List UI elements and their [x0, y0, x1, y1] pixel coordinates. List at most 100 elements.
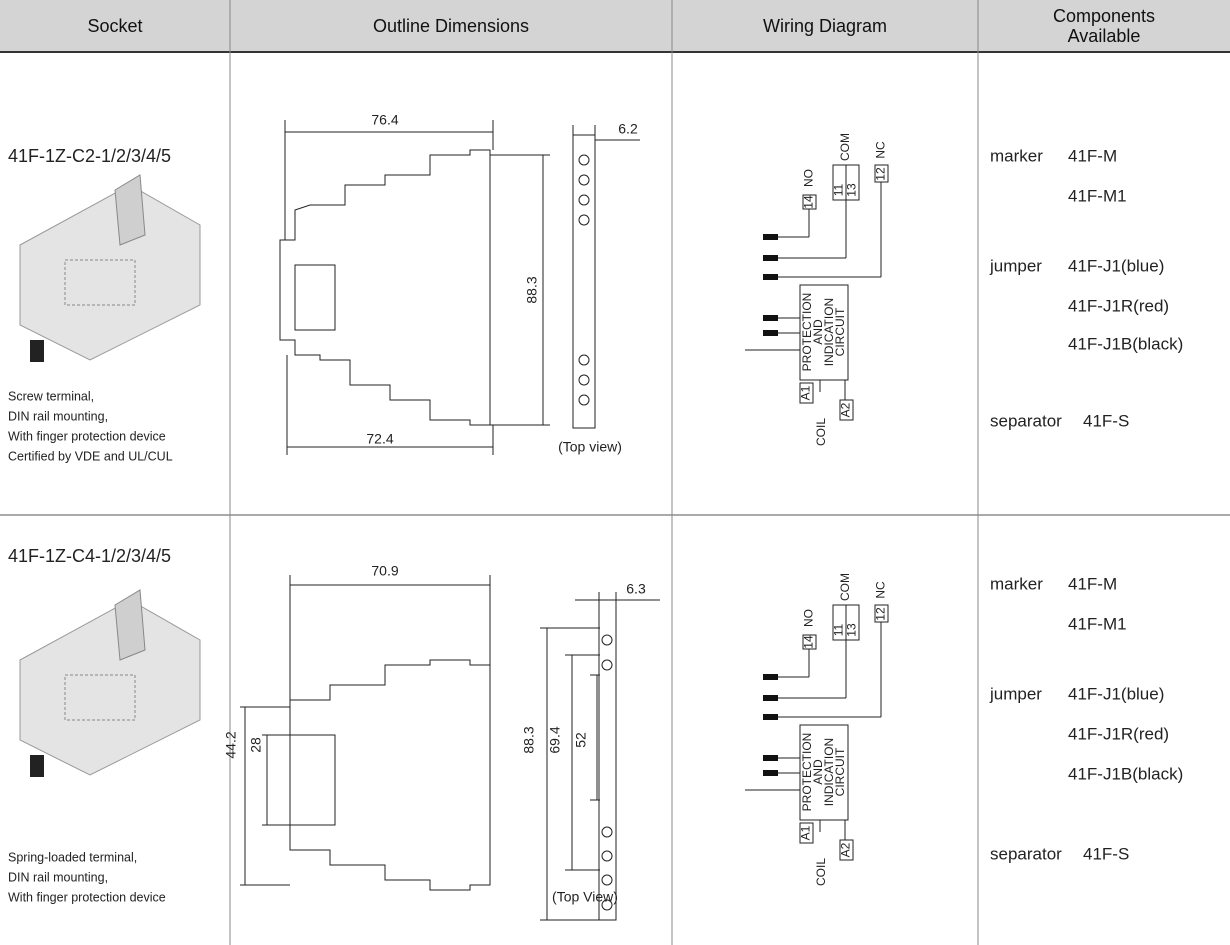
wl-text: 12: [874, 607, 888, 621]
comp-text: marker: [990, 146, 1043, 165]
screw: [578, 174, 590, 186]
desc-text: Screw terminal,: [8, 389, 94, 403]
comp-text: separator: [990, 844, 1062, 863]
wl-text: PROTECTION: [800, 733, 814, 812]
comp-text: 41F-M: [1068, 146, 1117, 165]
outline-body: [279, 149, 491, 426]
socket-photo: [114, 589, 146, 661]
dim-text: 70.9: [371, 563, 398, 579]
comp-text: 41F-M1: [1068, 614, 1127, 633]
wire-end: [763, 315, 778, 321]
comp-text: jumper: [989, 256, 1042, 275]
wire-end: [763, 695, 778, 701]
dim-text: 72.4: [366, 431, 393, 447]
comp-text: 41F-M: [1068, 574, 1117, 593]
screw: [578, 374, 590, 386]
dim-text: 6.2: [618, 121, 638, 137]
wl-text: COM: [838, 573, 852, 601]
header-cell: Outline Dimensions: [373, 16, 529, 36]
comp-text: jumper: [989, 684, 1042, 703]
wl-text: AND: [811, 319, 825, 345]
dim-text: 28: [248, 737, 264, 753]
dim-text: 6.3: [626, 581, 646, 597]
wl-text: CIRCUIT: [833, 307, 847, 356]
wl-text: A1: [799, 385, 813, 400]
socket-photo: [19, 184, 201, 361]
header-cell: Available: [1068, 26, 1141, 46]
drawing-box: [839, 399, 854, 421]
wl-text: 12: [874, 167, 888, 181]
socket-photo: [64, 674, 136, 721]
drawing-box: [845, 604, 860, 641]
wl-text: INDICATION: [822, 738, 836, 806]
comp-text: 41F-S: [1083, 411, 1129, 430]
wire-end: [763, 330, 778, 336]
desc-text: Certified by VDE and UL/CUL: [8, 449, 173, 463]
wl-text: COM: [838, 133, 852, 161]
comp-text: 41F-J1(blue): [1068, 256, 1164, 275]
outline-body: [289, 659, 491, 891]
comp-text: 41F-M1: [1068, 186, 1127, 205]
wl-text: INDICATION: [822, 298, 836, 366]
socket-photo: [114, 174, 146, 246]
wire-end: [763, 755, 778, 761]
wl-text: 13: [845, 623, 859, 637]
comp-text: 41F-J1B(black): [1068, 764, 1183, 783]
comp-text: 41F-J1R(red): [1068, 296, 1169, 315]
dim-text: (Top View): [552, 889, 618, 905]
header-bg: [0, 0, 1230, 52]
screw: [601, 850, 613, 862]
dim-text: 88.3: [524, 276, 540, 303]
wire-end: [763, 274, 778, 280]
desc-text: DIN rail mounting,: [8, 409, 108, 423]
screw: [601, 634, 613, 646]
desc-text: With finger protection device: [8, 429, 166, 443]
drawing-box: [598, 599, 617, 921]
drawing-box: [839, 839, 854, 861]
dim-text: 52: [573, 732, 589, 748]
wl-text: NC: [874, 581, 888, 599]
dim-text: 88.3: [521, 726, 537, 753]
socket-photo: [30, 755, 44, 777]
comp-text: 41F-S: [1083, 844, 1129, 863]
socket-photo: [30, 340, 44, 362]
drawing-box: [572, 134, 596, 429]
drawing-box: [845, 164, 860, 201]
header-cell: Wiring Diagram: [763, 16, 887, 36]
comp-text: 41F-J1R(red): [1068, 724, 1169, 743]
comp-text: 41F-J1(blue): [1068, 684, 1164, 703]
wire-end: [763, 255, 778, 261]
model-text: 41F-1Z-C4-1/2/3/4/5: [8, 546, 171, 566]
wl-text: 14: [802, 635, 816, 649]
drawing-box: [294, 264, 336, 331]
wire-end: [763, 674, 778, 680]
screw: [578, 354, 590, 366]
desc-text: DIN rail mounting,: [8, 870, 108, 884]
screw: [578, 394, 590, 406]
screw: [578, 214, 590, 226]
wl-text: COIL: [814, 858, 828, 886]
drawing-box: [799, 382, 814, 404]
screw: [578, 154, 590, 166]
wl-text: NC: [874, 141, 888, 159]
desc-text: With finger protection device: [8, 890, 166, 904]
drawing-box: [799, 822, 814, 844]
wl-text: NO: [802, 609, 816, 627]
wl-text: NO: [802, 169, 816, 187]
screw: [578, 194, 590, 206]
screw: [601, 826, 613, 838]
wl-text: A1: [799, 825, 813, 840]
wire-end: [763, 770, 778, 776]
wl-text: 14: [802, 195, 816, 209]
dim-text: (Top view): [558, 439, 622, 455]
comp-text: 41F-J1B(black): [1068, 334, 1183, 353]
wl-text: A2: [839, 842, 853, 857]
wl-text: AND: [811, 759, 825, 785]
drawing-box: [289, 734, 336, 826]
wl-text: COIL: [814, 418, 828, 446]
wl-text: 11: [832, 623, 846, 636]
header-cell: Socket: [87, 16, 142, 36]
wl-text: PROTECTION: [800, 293, 814, 372]
socket-photo: [64, 259, 136, 306]
